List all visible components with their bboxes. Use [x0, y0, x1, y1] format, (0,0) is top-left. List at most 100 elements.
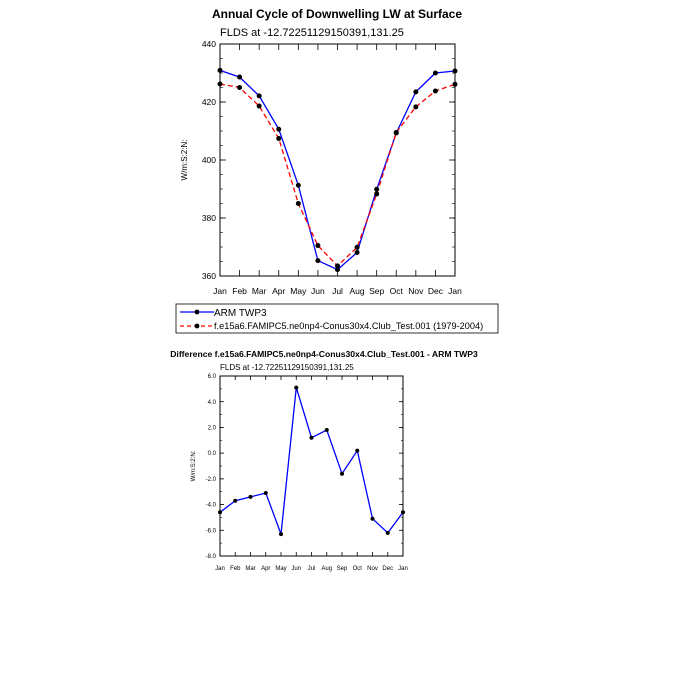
data-point	[324, 428, 329, 432]
chart1-legend: ARM TWP3 f.e15a6.FAMIPC5.ne0np4-Conus30x…	[175, 303, 499, 334]
legend-marker-model	[194, 323, 200, 329]
y-tick-label: 0.0	[208, 451, 217, 457]
x-tick-label: Sep	[337, 566, 348, 572]
y-tick-label: 6.0	[208, 374, 217, 380]
data-point	[354, 244, 360, 250]
chart2-ylabel: W/m:S:2:N:	[191, 450, 197, 481]
y-tick-label: 360	[202, 271, 216, 281]
data-point	[217, 67, 223, 73]
x-tick-label: Jul	[332, 286, 343, 296]
y-tick-label: -4.0	[206, 503, 217, 509]
data-point	[452, 81, 458, 87]
y-tick-label: 420	[202, 97, 216, 107]
data-point	[256, 93, 262, 99]
data-point	[248, 494, 253, 499]
chart1-ylabel: W/m:S:2:N:	[180, 140, 189, 181]
annual-cycle-chart: Annual Cycle of Downwelling LW at Surfac…	[180, 7, 462, 296]
data-point	[401, 510, 405, 515]
x-tick-label: Sep	[369, 286, 384, 296]
data-point	[294, 385, 299, 390]
legend-marker-arm	[194, 309, 200, 315]
x-tick-label: Feb	[230, 566, 241, 572]
series-line-1	[219, 83, 456, 267]
data-point	[256, 103, 262, 109]
data-point	[335, 263, 340, 269]
x-tick-label: Jan	[215, 566, 225, 572]
data-point	[276, 136, 282, 142]
data-point	[413, 104, 419, 110]
chart1-title: Annual Cycle of Downwelling LW at Surfac…	[212, 7, 462, 21]
data-point	[233, 498, 238, 503]
data-point	[340, 471, 344, 476]
data-point	[393, 129, 399, 135]
data-point	[335, 267, 340, 273]
difference-chart: Difference f.e15a6.FAMIPC5.ne0np4-Conus3…	[170, 349, 478, 572]
y-tick-label: -8.0	[206, 554, 217, 560]
x-tick-label: Mar	[252, 286, 267, 296]
x-tick-label: Oct	[390, 286, 404, 296]
chart2-title: Difference f.e15a6.FAMIPC5.ne0np4-Conus3…	[170, 349, 478, 359]
x-tick-label: Aug	[350, 286, 365, 296]
data-point	[237, 85, 243, 90]
data-point	[237, 74, 243, 80]
chart1-plot-frame	[219, 43, 456, 277]
y-tick-label: -6.0	[206, 528, 217, 534]
y-tick-label: 2.0	[208, 426, 217, 432]
data-point	[370, 516, 375, 521]
data-point	[385, 530, 390, 535]
data-point	[218, 510, 222, 515]
y-tick-label: 400	[202, 155, 216, 165]
x-tick-label: Aug	[321, 566, 332, 572]
y-tick-label: -2.0	[206, 477, 217, 483]
data-point	[355, 448, 360, 453]
data-point	[432, 70, 438, 76]
x-tick-label: May	[275, 566, 286, 572]
data-point	[452, 68, 458, 74]
x-tick-label: Feb	[232, 286, 247, 296]
x-tick-label: Jan	[448, 286, 462, 296]
chart1-axes: Jan Feb Mar Apr May Jun Jul Aug Sep Oct Nov Dec Jan 3…	[202, 39, 462, 296]
legend-label-arm: ARM TWP3	[214, 308, 267, 319]
x-tick-label: Jul	[308, 566, 316, 572]
series-line-0	[219, 387, 404, 535]
data-point	[374, 191, 380, 197]
data-point	[276, 126, 282, 132]
data-point	[309, 435, 314, 440]
data-point	[295, 182, 301, 188]
data-point	[263, 491, 268, 495]
chart2-plot-frame	[219, 375, 404, 557]
x-tick-label: Nov	[367, 566, 378, 572]
x-tick-label: Jan	[213, 286, 227, 296]
x-tick-label: Oct	[353, 566, 363, 572]
x-tick-label: Apr	[261, 566, 270, 572]
x-tick-label: Jun	[311, 286, 325, 296]
data-point	[374, 186, 380, 192]
chart2-axes: Jan Feb Mar Apr May Jun Jul Aug Sep Oct Nov Dec Jan -…	[206, 374, 408, 572]
x-tick-label: Mar	[245, 566, 255, 572]
x-tick-label: Dec	[428, 286, 444, 296]
data-point	[315, 243, 321, 249]
x-tick-label: Nov	[408, 286, 424, 296]
data-point	[217, 81, 223, 87]
data-point	[432, 88, 438, 94]
legend-label-model: f.e15a6.FAMIPC5.ne0np4-Conus30x4.Club_Te…	[214, 321, 483, 331]
x-tick-label: Dec	[382, 566, 393, 572]
data-point	[413, 89, 419, 95]
y-tick-label: 440	[202, 39, 216, 49]
data-point	[295, 201, 301, 206]
x-tick-label: Jun	[291, 566, 301, 572]
data-point	[315, 258, 321, 264]
chart1-series-layer	[217, 67, 458, 273]
data-point	[279, 532, 283, 537]
y-tick-label: 4.0	[208, 400, 217, 406]
series-line-0	[219, 69, 456, 271]
chart2-subtitle: FLDS at -12.72251129150391,131.25	[220, 363, 354, 372]
x-tick-label: Apr	[272, 286, 285, 296]
data-point	[354, 250, 360, 256]
chart1-subtitle: FLDS at -12.72251129150391,131.25	[220, 27, 404, 39]
y-tick-label: 380	[202, 213, 216, 223]
legend-box	[175, 303, 499, 334]
chart2-series-layer	[218, 385, 405, 537]
x-tick-label: May	[290, 286, 307, 296]
